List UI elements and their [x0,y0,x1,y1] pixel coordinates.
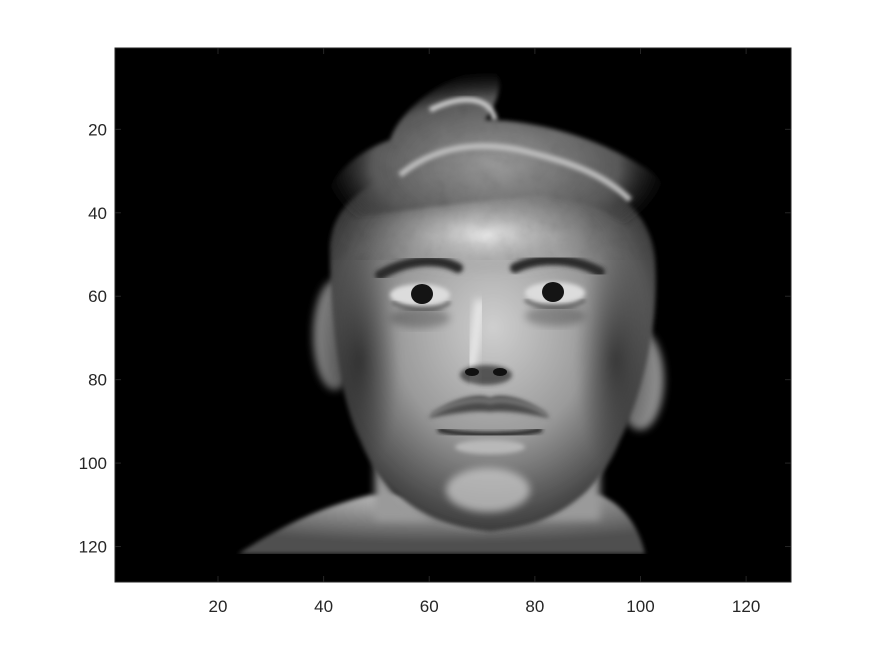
y-tick-label: 60 [88,287,107,306]
y-axis: 20 40 60 80 100 120 [79,120,791,557]
y-tick-label: 100 [79,454,107,473]
x-tick-label: 20 [209,597,228,616]
face-image [115,48,791,582]
y-tick-label: 20 [88,120,107,139]
x-tick-label: 40 [314,597,333,616]
y-tick-label: 80 [88,371,107,390]
x-tick-label: 100 [626,597,654,616]
y-tick-label: 120 [79,538,107,557]
y-tick-label: 40 [88,204,107,223]
axes-frame [114,47,792,583]
x-tick-label: 120 [732,597,760,616]
x-axis: 20 40 60 80 100 120 [209,48,760,616]
x-tick-label: 80 [525,597,544,616]
x-tick-label: 60 [420,597,439,616]
